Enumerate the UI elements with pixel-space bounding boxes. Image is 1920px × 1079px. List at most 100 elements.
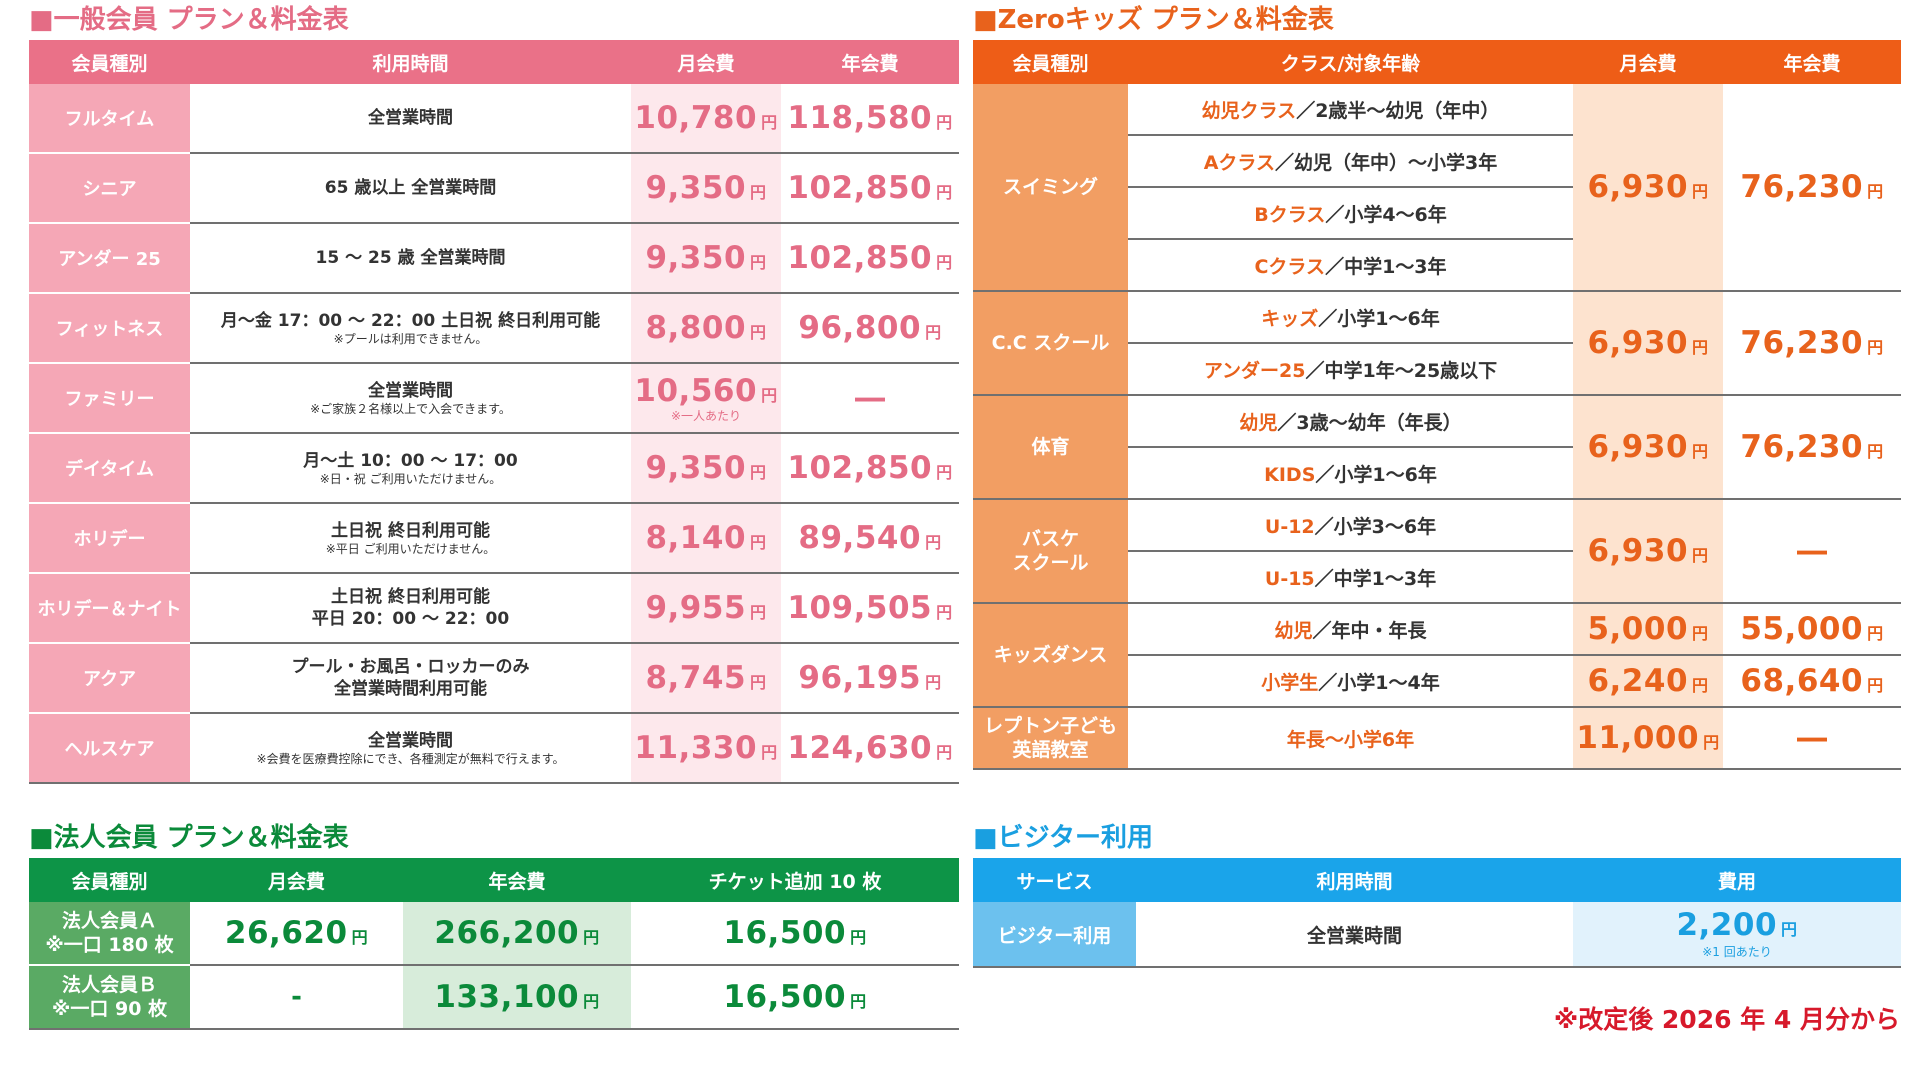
member-type: アンダー 25 <box>29 223 190 294</box>
member-type: 法人会員Ａ ※一口 180 枚 <box>29 902 190 966</box>
class-age: 年長～小学6年 <box>1128 707 1573 770</box>
table-header-row: 会員種別 利用時間 月会費 年会費 <box>29 40 959 84</box>
table-row: スイミング 幼児クラス／2歳半～幼児（年中） 6,930 円 76,230 円 <box>973 84 1901 292</box>
table-row: Bクラス／小学4～6年 <box>973 187 1901 240</box>
annual-fee: 55,000 円 <box>1723 603 1901 656</box>
member-type: フルタイム <box>29 84 190 154</box>
table-header-row: 会員種別 クラス/対象年齢 月会費 年会費 <box>973 40 1901 84</box>
usage-time: 全営業時間 ※ご家族２名様以上で入会できます。 <box>190 363 631 434</box>
revision-footnote: ※改定後 2026 年 4 月分から <box>1553 1005 1900 1034</box>
annual-fee: 76,230 円 <box>1723 84 1901 292</box>
usage-note: ※平日 ご利用いただけません。 <box>325 542 496 556</box>
corporate-plan-table: 会員種別 月会費 年会費 チケット追加 10 枚 法人会員Ａ ※一口 180 枚 … <box>29 858 959 1030</box>
header-service: サービス <box>973 858 1136 902</box>
usage-time: 65 歳以上 全営業時間 <box>190 153 631 224</box>
header-annual-fee: 年会費 <box>403 858 631 902</box>
monthly-fee: 11,330 円 <box>631 713 781 784</box>
annual-fee: 118,580 円 <box>781 84 959 154</box>
usage-note: ※会費を医療費控除にでき、各種測定が無料で行えます。 <box>256 752 565 766</box>
monthly-fee: 8,140 円 <box>631 503 781 574</box>
visitor-title: ■ビジター利用 <box>973 823 1154 853</box>
monthly-fee: 6,930 円 <box>1573 291 1723 396</box>
class-age: Bクラス／小学4～6年 <box>1128 187 1573 240</box>
table-row: シニア 65 歳以上 全営業時間 9,350 円 102,850 円 <box>29 153 959 224</box>
kids-plan-section: ■Zeroキッズ プラン＆料金表 会員種別 クラス/対象年齢 月会費 年会費 ス… <box>973 0 1901 770</box>
member-type: レプトン子ども 英語教室 <box>973 707 1128 770</box>
table-row: 法人会員Ｂ ※一口 90 枚 - 133,100 円 16,500 円 <box>29 965 959 1030</box>
kids-plan-title: ■Zeroキッズ プラン＆料金表 <box>973 5 1334 35</box>
monthly-fee: 9,350 円 <box>631 433 781 504</box>
member-type: 体育 <box>973 395 1128 500</box>
usage-time: 全営業時間 ※会費を医療費控除にでき、各種測定が無料で行えます。 <box>190 713 631 784</box>
member-type: バスケ スクール <box>973 499 1128 604</box>
member-type: スイミング <box>973 84 1128 292</box>
usage-time: 全営業時間 <box>190 84 631 154</box>
usage-time: 全営業時間 <box>1136 902 1573 968</box>
annual-fee: 102,850 円 <box>781 153 959 224</box>
table-row: バスケ スクール U-12／小学3～6年 6,930 円 ― <box>973 499 1901 604</box>
annual-fee: ― <box>1723 499 1901 604</box>
annual-fee: 89,540 円 <box>781 503 959 574</box>
member-type: シニア <box>29 153 190 224</box>
general-plan-section: ■一般会員 プラン＆料金表 会員種別 利用時間 月会費 年会費 フルタイム 全営… <box>29 0 959 784</box>
table-row: ヘルスケア 全営業時間 ※会費を医療費控除にでき、各種測定が無料で行えます。 11… <box>29 713 959 784</box>
table-row: アクア プール・お風呂・ロッカーのみ 全営業時間利用可能 8,745 円 96,19… <box>29 643 959 714</box>
annual-fee: 76,230 円 <box>1723 291 1901 396</box>
table-row: ホリデー 土日祝 終日利用可能 ※平日 ご利用いただけません。 8,140 円 89… <box>29 503 959 574</box>
member-type: デイタイム <box>29 433 190 504</box>
header-fee: 費用 <box>1573 858 1901 902</box>
table-row: デイタイム 月～土 10：00 ～ 17：00 ※日・祝 ご利用いただけません。 … <box>29 433 959 504</box>
table-row: ビジター利用 全営業時間 2,200 円 ※1 回あたり <box>973 902 1901 968</box>
annual-fee: 96,195 円 <box>781 643 959 714</box>
monthly-fee: 9,350 円 <box>631 223 781 294</box>
table-header-row: 会員種別 月会費 年会費 チケット追加 10 枚 <box>29 858 959 902</box>
table-row: レプトン子ども 英語教室 年長～小学6年 11,000 円 ― <box>973 707 1901 770</box>
table-row: フィットネス 月～金 17：00 ～ 22：00 土日祝 終日利用可能 ※プールは… <box>29 293 959 364</box>
class-age: 幼児クラス／2歳半～幼児（年中） <box>1128 84 1573 136</box>
header-monthly-fee: 月会費 <box>190 858 403 902</box>
member-type: ファミリー <box>29 363 190 434</box>
corporate-plan-title: ■法人会員 プラン＆料金表 <box>29 823 349 853</box>
usage-time: 月～金 17：00 ～ 22：00 土日祝 終日利用可能 ※プールは利用できません… <box>190 293 631 364</box>
monthly-fee: - <box>190 965 403 1030</box>
monthly-fee: 9,955 円 <box>631 573 781 644</box>
annual-fee: 109,505 円 <box>781 573 959 644</box>
monthly-fee: 6,930 円 <box>1573 395 1723 500</box>
usage-time: 土日祝 終日利用可能 平日 20：00 ～ 22：00 <box>190 573 631 644</box>
usage-time: 15 ～ 25 歳 全営業時間 <box>190 223 631 294</box>
usage-time: プール・お風呂・ロッカーのみ 全営業時間利用可能 <box>190 643 631 714</box>
annual-fee: 133,100 円 <box>403 965 631 1030</box>
corporate-plan-section: ■法人会員 プラン＆料金表 会員種別 月会費 年会費 チケット追加 10 枚 法… <box>29 818 959 1030</box>
monthly-fee: 8,800 円 <box>631 293 781 364</box>
annual-fee: 102,850 円 <box>781 223 959 294</box>
annual-fee: 76,230 円 <box>1723 395 1901 500</box>
table-row: KIDS／小学1～6年 <box>973 447 1901 500</box>
header-member-type: 会員種別 <box>29 40 190 84</box>
table-row: ホリデー＆ナイト 土日祝 終日利用可能 平日 20：00 ～ 22：00 9,95… <box>29 573 959 644</box>
usage-note: ※日・祝 ご利用いただけません。 <box>319 472 502 486</box>
per-person-note: ※一人あたり <box>670 409 742 423</box>
class-age: Aクラス／幼児（年中）～小学3年 <box>1128 135 1573 188</box>
monthly-fee: 6,240 円 <box>1573 655 1723 708</box>
table-row: アンダー25／中学1年～25歳以下 <box>973 343 1901 396</box>
header-monthly-fee: 月会費 <box>1573 40 1723 84</box>
class-age: U-15／中学1～3年 <box>1128 551 1573 604</box>
monthly-fee: 6,930 円 <box>1573 84 1723 292</box>
usage-note: ※プールは利用できません。 <box>333 332 488 346</box>
monthly-fee: 6,930 円 <box>1573 499 1723 604</box>
table-row: 体育 幼児／3歳～幼年（年長） 6,930 円 76,230 円 <box>973 395 1901 500</box>
per-visit-note: ※1 回あたり <box>1702 944 1772 959</box>
table-row: フルタイム 全営業時間 10,780 円 118,580 円 <box>29 84 959 154</box>
member-type: C.C スクール <box>973 291 1128 396</box>
monthly-fee: 5,000 円 <box>1573 603 1723 656</box>
class-age: キッズ／小学1～6年 <box>1128 291 1573 344</box>
usage-time: 月～土 10：00 ～ 17：00 ※日・祝 ご利用いただけません。 <box>190 433 631 504</box>
annual-fee: 266,200 円 <box>403 902 631 966</box>
header-monthly-fee: 月会費 <box>631 40 781 84</box>
class-age: 幼児／3歳～幼年（年長） <box>1128 395 1573 448</box>
ticket-fee: 16,500 円 <box>631 965 959 1030</box>
usage-time: 土日祝 終日利用可能 ※平日 ご利用いただけません。 <box>190 503 631 574</box>
service-name: ビジター利用 <box>973 902 1136 968</box>
header-member-type: 会員種別 <box>29 858 190 902</box>
annual-fee: 102,850 円 <box>781 433 959 504</box>
